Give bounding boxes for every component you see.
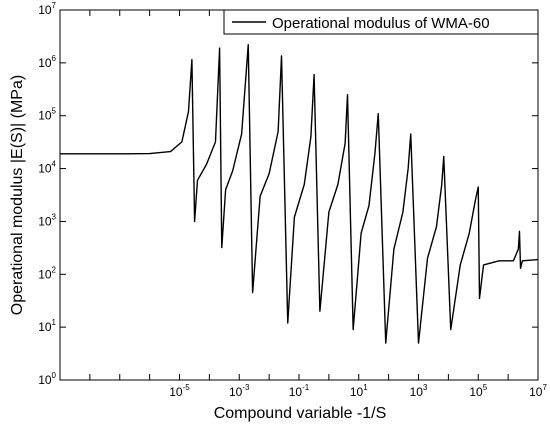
x-ticks: 10-5 10-3 10-1 101 103 105 107 bbox=[59, 10, 547, 399]
series-line bbox=[60, 44, 539, 344]
y-axis-label: Operational modulus |E(S)| (MPa) bbox=[9, 75, 26, 315]
y-tick-label: 104 bbox=[38, 160, 56, 176]
x-tick-label: 10-1 bbox=[289, 383, 310, 399]
y-ticks: 100 101 102 103 104 105 106 107 bbox=[38, 1, 538, 387]
x-tick-label: 107 bbox=[529, 383, 547, 399]
x-tick-label: 10-3 bbox=[229, 383, 250, 399]
y-tick-label: 101 bbox=[38, 318, 56, 334]
x-tick-label: 105 bbox=[469, 383, 487, 399]
y-tick-label: 106 bbox=[38, 54, 56, 70]
legend-entry: Operational modulus of WMA-60 bbox=[272, 15, 490, 32]
x-axis-label: Compound variable -1/S bbox=[214, 405, 387, 422]
x-tick-label: 10-5 bbox=[169, 383, 190, 399]
legend-box bbox=[223, 9, 539, 35]
y-tick-label: 107 bbox=[38, 1, 56, 17]
x-tick-label: 101 bbox=[350, 383, 368, 399]
y-tick-label: 105 bbox=[38, 107, 56, 123]
legend: Operational modulus of WMA-60 bbox=[223, 9, 539, 35]
y-tick-label: 103 bbox=[38, 212, 56, 228]
plot-area bbox=[60, 44, 539, 344]
y-tick-label: 100 bbox=[38, 371, 56, 387]
y-tick-label: 102 bbox=[38, 265, 56, 281]
x-tick-label: 103 bbox=[410, 383, 428, 399]
plot-frame bbox=[59, 9, 539, 381]
